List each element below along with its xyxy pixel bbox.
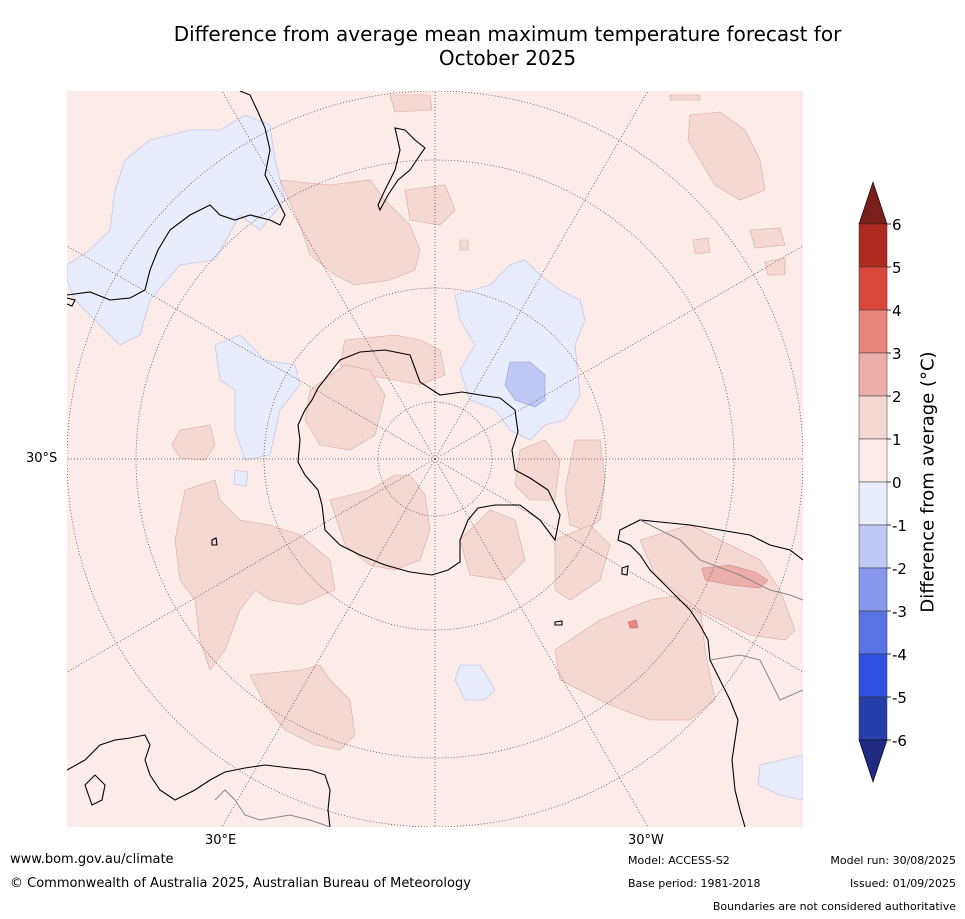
- colorbar-bin: [858, 567, 888, 612]
- anomaly-neg1-regions: [67, 114, 803, 801]
- coastlines: [67, 91, 803, 827]
- africa-coast: [67, 734, 331, 827]
- colorbar-tick-label: -1: [892, 517, 907, 535]
- footer-disclaimer: Boundaries are not considered authoritat…: [712, 900, 956, 913]
- colorbar-bin: [858, 352, 888, 397]
- country-boundaries: [214, 519, 803, 827]
- footer-model-run: Model run: 30/08/2025: [830, 854, 956, 867]
- colorbar-bin: [858, 481, 888, 526]
- anomaly-pos1-regions: [171, 94, 796, 751]
- colorbar-label-text: Difference from average (: [917, 380, 939, 613]
- madagascar-coast: [84, 774, 106, 806]
- colorbar-tick-label: -4: [892, 646, 907, 664]
- island-3: [554, 620, 563, 626]
- new-zealand-coast: [377, 127, 426, 212]
- footer-issued: Issued: 01/09/2025: [849, 877, 956, 890]
- colorbar-tick-label: 0: [892, 474, 902, 492]
- australia-coast: [67, 91, 286, 301]
- colorbar-bin: [858, 696, 888, 741]
- lat-label-30s: 30°S: [26, 451, 58, 466]
- colorbar-tick-label: -2: [892, 560, 907, 578]
- antarctica-coast: [297, 349, 561, 576]
- colorbar-label: Difference from average (°C): [918, 351, 939, 612]
- anomaly-pos2-region: [701, 564, 769, 589]
- title-line-2: October 2025: [438, 46, 577, 70]
- lon-label-30w: 30°W: [628, 833, 664, 848]
- lon-label-30e: 30°E: [205, 833, 237, 848]
- colorbar-bin: [858, 610, 888, 655]
- colorbar-tick-label: -5: [892, 689, 907, 707]
- footer-url[interactable]: www.bom.gov.au/climate: [10, 852, 174, 867]
- footer-copyright: © Commonwealth of Australia 2025, Austra…: [10, 876, 471, 891]
- island-1: [211, 537, 218, 546]
- tasmania-coast: [67, 297, 76, 307]
- colorbar: 6 5 4 3 2 1 0 -1 -2 -3 -4 -5 -6: [858, 181, 907, 783]
- south-america-coast: [617, 519, 803, 827]
- colorbar-tick-label: 3: [892, 345, 902, 363]
- footer-base-period: Base period: 1981-2018: [628, 877, 761, 890]
- colorbar-tick-label: 6: [892, 216, 902, 234]
- colorbar-bin: [858, 395, 888, 440]
- title-line-1: Difference from average mean maximum tem…: [173, 22, 842, 46]
- colorbar-bin: [858, 223, 888, 268]
- colorbar-extend-top: [858, 181, 888, 225]
- colorbar-tick-label: 5: [892, 259, 902, 277]
- colorbar-tick-label: 4: [892, 302, 902, 320]
- colorbar-tick-label: 2: [892, 388, 902, 406]
- colorbar-bin: [858, 524, 888, 569]
- colorbar-tick-label: -3: [892, 603, 907, 621]
- colorbar-extend-bottom: [858, 739, 888, 783]
- colorbar-label-unit: °C): [917, 351, 939, 381]
- anomaly-neg2-region: [504, 361, 546, 408]
- colorbar-bin: [858, 653, 888, 698]
- colorbar-bin: [858, 438, 888, 483]
- anomaly-pos2-spot: [627, 619, 639, 629]
- colorbar-tick-label: -6: [892, 732, 907, 750]
- colorbar-tick-label: 1: [892, 431, 902, 449]
- footer-model: Model: ACCESS-S2: [628, 854, 730, 867]
- colorbar-bin: [858, 309, 888, 354]
- island-2: [621, 565, 629, 576]
- chart-title: Difference from average mean maximum tem…: [80, 22, 935, 70]
- colorbar-bin: [858, 266, 888, 311]
